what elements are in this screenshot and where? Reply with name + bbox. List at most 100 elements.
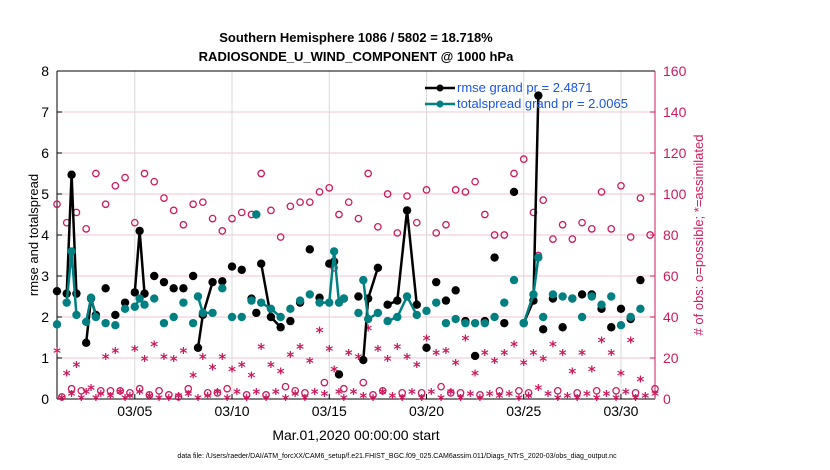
totalspread-point: [140, 300, 149, 309]
assimilated-obs-marker: *: [627, 334, 635, 352]
totalspread-point: [67, 247, 76, 256]
totalspread-point: [607, 292, 616, 301]
possible-obs-marker: [378, 386, 387, 395]
rmse-point: [470, 351, 480, 361]
possible-obs-marker: [150, 177, 159, 186]
assimilated-obs-marker: *: [291, 387, 299, 405]
possible-obs-marker: [111, 181, 120, 190]
rmse-line-segment: [522, 95, 540, 324]
possible-obs-marker: [515, 386, 523, 395]
assimilated-obs-marker: *: [583, 387, 591, 405]
totalspread-point: [519, 318, 528, 328]
possible-obs-marker: [364, 169, 373, 178]
possible-obs-marker: [549, 235, 557, 243]
totalspread-point: [252, 210, 261, 219]
assimilated-obs-marker: *: [500, 346, 508, 364]
possible-obs-marker: [58, 393, 66, 401]
totalspread-point: [101, 318, 110, 328]
assimilated-obs-marker: *: [447, 385, 455, 403]
possible-obs-marker: [490, 231, 499, 239]
assimilated-obs-marker: *: [282, 391, 290, 409]
totalspread-point: [150, 294, 159, 303]
possible-obs-marker: [335, 210, 343, 219]
legend: rmse grand pr = 2.4871 totalspread grand…: [425, 80, 628, 111]
chart-subtitle: RADIOSONDE_U_WIND_COMPONENT @ 1000 hPa: [199, 49, 514, 64]
assimilated-obs-marker: *: [374, 342, 382, 360]
assimilated-obs-marker: *: [379, 385, 387, 403]
totalspread-point: [548, 290, 558, 299]
assimilated-obs-marker: *: [160, 350, 168, 368]
assimilated-obs-marker: *: [145, 389, 153, 407]
totalspread-point: [480, 318, 490, 328]
possible-obs-marker: [301, 388, 309, 397]
legend-spread-label: totalspread grand pr = 2.0065: [457, 96, 628, 111]
totalspread-point: [111, 321, 120, 330]
totalspread-point: [339, 294, 349, 303]
totalspread-point: [120, 304, 130, 313]
assimilated-obs-marker: *: [165, 391, 173, 409]
possible-obs-marker: [82, 225, 91, 233]
assimilated-obs-marker: *: [73, 358, 81, 376]
rmse-point: [208, 277, 217, 287]
totalspread-point: [534, 253, 543, 262]
assimilated-obs-marker: *: [335, 385, 343, 403]
assimilated-obs-marker: *: [350, 385, 358, 403]
possible-obs-marker: [592, 386, 601, 395]
possible-obs-marker: [276, 233, 285, 241]
rmse-point: [538, 325, 548, 334]
rmse-point: [500, 318, 509, 328]
rmse-point: [266, 312, 276, 322]
assimilated-obs-marker: *: [320, 387, 328, 405]
assimilated-obs-marker: *: [136, 385, 144, 403]
assimilated-obs-marker: *: [355, 350, 363, 368]
assimilated-obs-marker: *: [58, 391, 66, 409]
rmse-point: [256, 259, 266, 268]
right-tick-label: 160: [663, 63, 687, 79]
rmse-point: [169, 284, 178, 293]
possible-obs-marker: [651, 384, 659, 393]
rmse-point: [441, 296, 451, 305]
totalspread-point: [237, 312, 246, 322]
possible-obs-marker: [446, 388, 455, 397]
assimilated-obs-marker: *: [257, 340, 265, 358]
right-tick-label: 120: [663, 145, 687, 161]
possible-obs-marker: [383, 190, 392, 198]
assimilated-obs-marker: *: [471, 366, 479, 384]
possible-obs-marker: [612, 386, 620, 395]
left-tick-label: 7: [41, 104, 49, 120]
possible-obs-marker: [403, 192, 411, 200]
assimilated-obs-marker: *: [330, 362, 338, 380]
totalspread-point: [135, 294, 144, 303]
totalspread-point: [247, 296, 256, 305]
totalspread-point: [461, 318, 470, 328]
assimilated-obs-marker: *: [325, 342, 333, 360]
rmse-line-segment: [387, 210, 419, 306]
assimilated-obs-marker: *: [461, 332, 469, 350]
assimilated-obs-marker: *: [418, 391, 426, 409]
possible-obs-marker: [398, 388, 407, 397]
totalspread-line-segment: [387, 293, 418, 323]
rmse-point: [218, 277, 227, 286]
totalspread-point: [538, 312, 548, 322]
left-tick-label: 6: [41, 145, 49, 161]
totalspread-point: [470, 318, 480, 328]
assimilated-obs-marker: *: [534, 381, 542, 399]
assimilated-obs-marker: *: [530, 346, 538, 364]
assimilated-obs-marker: *: [87, 381, 95, 399]
assimilated-obs-marker: *: [218, 350, 226, 368]
assimilated-obs-marker: *: [607, 346, 615, 364]
possible-obs-marker: [179, 220, 188, 229]
assimilated-obs-marker: *: [107, 389, 115, 407]
possible-obs-marker: [344, 198, 353, 207]
assimilated-obs-marker: *: [564, 389, 572, 407]
possible-obs-marker: [339, 384, 348, 393]
assimilated-obs-marker: *: [617, 366, 625, 384]
totalspread-point: [130, 302, 139, 311]
totalspread-point: [393, 312, 402, 322]
possible-obs-marker: [617, 181, 625, 190]
rmse-point: [490, 253, 499, 262]
rmse-point: [159, 277, 169, 287]
possible-obs-marker: [291, 386, 300, 395]
possible-obs-marker: [203, 388, 212, 397]
